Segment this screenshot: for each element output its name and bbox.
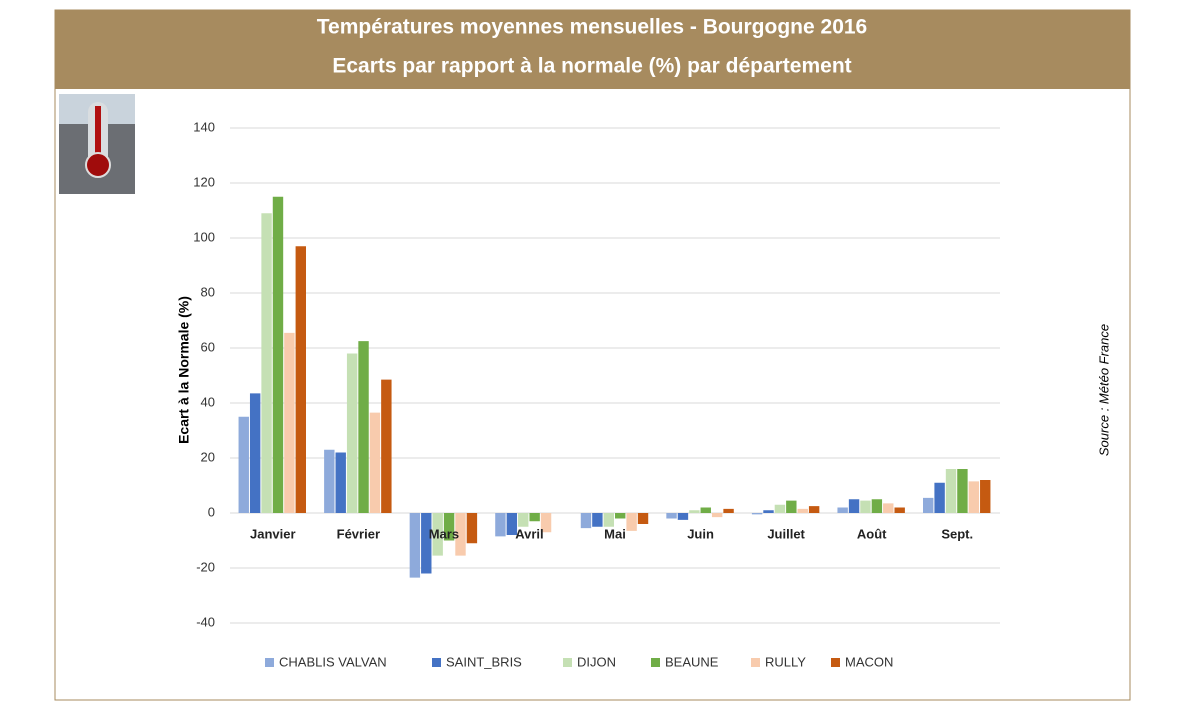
bar [615,513,626,519]
panel [54,9,1131,701]
bar [786,500,797,513]
bar [934,482,945,513]
y-tick-label: 60 [201,339,215,354]
bar [529,513,540,522]
bar [894,507,905,513]
x-tick-label: Juin [687,526,714,541]
bar [369,412,381,513]
bar [751,513,763,515]
legend-label: MACON [845,654,893,669]
bar [626,513,637,531]
legend-swatch [265,658,274,667]
y-tick-label: 140 [193,119,215,134]
bar [381,379,392,513]
bar [666,513,677,519]
bar [335,452,346,513]
x-tick-label: Avril [515,526,543,541]
bar [495,513,506,537]
bar [466,513,478,544]
bar [968,481,980,513]
bar [774,504,786,513]
bar [860,500,871,513]
bar [518,513,529,527]
legend-swatch [651,658,660,667]
y-tick-label: -20 [196,559,215,574]
y-tick-label: 100 [193,229,215,244]
bar [808,506,820,513]
labels: -40 -20 0 20 40 60 80 100 120 140 Janvier Février Ma… [193,119,973,669]
y-tick-label: 0 [208,504,215,519]
x-tick-label: Juillet [767,526,805,541]
bar [980,480,991,513]
bar [409,513,421,578]
legend-label: DIJON [577,654,616,669]
x-tick-label: Mars [429,526,459,541]
bar [689,510,700,513]
bar [358,341,369,513]
bar [945,469,957,513]
bar [797,508,808,513]
bar [506,513,518,535]
legend-swatch [432,658,441,667]
bar [238,416,249,513]
legend-swatch [751,658,760,667]
bar [957,469,968,513]
x-tick-label: Sept. [941,526,973,541]
header-band [55,10,1130,89]
bar [272,196,284,513]
y-tick-label: 40 [201,394,215,409]
bars [238,196,991,578]
bar [540,513,552,533]
legend-swatch [831,658,840,667]
bar [723,508,734,513]
y-tick-label: -40 [196,614,215,629]
bar [700,507,711,513]
legend-label: RULLY [765,654,806,669]
chart-subtitle: Ecarts par rapport à la normale (%) par … [332,55,851,78]
bar [346,353,358,513]
x-tick-label: Mai [604,526,626,541]
bar [432,513,443,556]
bar [249,393,261,513]
bar [455,513,466,556]
bar [923,497,934,513]
bar [883,503,894,513]
bar [421,513,432,574]
bar [763,510,774,513]
x-tick-label: Août [857,526,887,541]
bar [592,513,603,527]
bar [324,449,335,513]
legend-label: BEAUNE [665,654,719,669]
bar [848,499,860,513]
bar [295,246,306,513]
legend-label: CHABLIS VALVAN [279,654,387,669]
legend-swatch [563,658,572,667]
bar [871,499,883,513]
thermometer-icon [59,94,135,194]
y-axis-label: Ecart à la Normale (%) [176,296,192,444]
bar [284,332,295,513]
bar [261,213,272,513]
y-tick-label: 80 [201,284,215,299]
bar [637,513,649,524]
bar [837,507,848,513]
source-note: Source : Météo France [1096,324,1111,456]
x-tick-label: Février [337,526,380,541]
y-tick-label: 20 [201,449,215,464]
x-tick-label: Janvier [250,526,296,541]
bar [711,513,723,518]
bar [603,513,614,527]
y-tick-label: 120 [193,174,215,189]
bar [580,513,592,529]
chart-title: Températures moyennes mensuelles - Bourg… [317,16,867,39]
legend-label: SAINT_BRIS [446,654,522,669]
bar [443,513,455,541]
bar [677,513,689,520]
